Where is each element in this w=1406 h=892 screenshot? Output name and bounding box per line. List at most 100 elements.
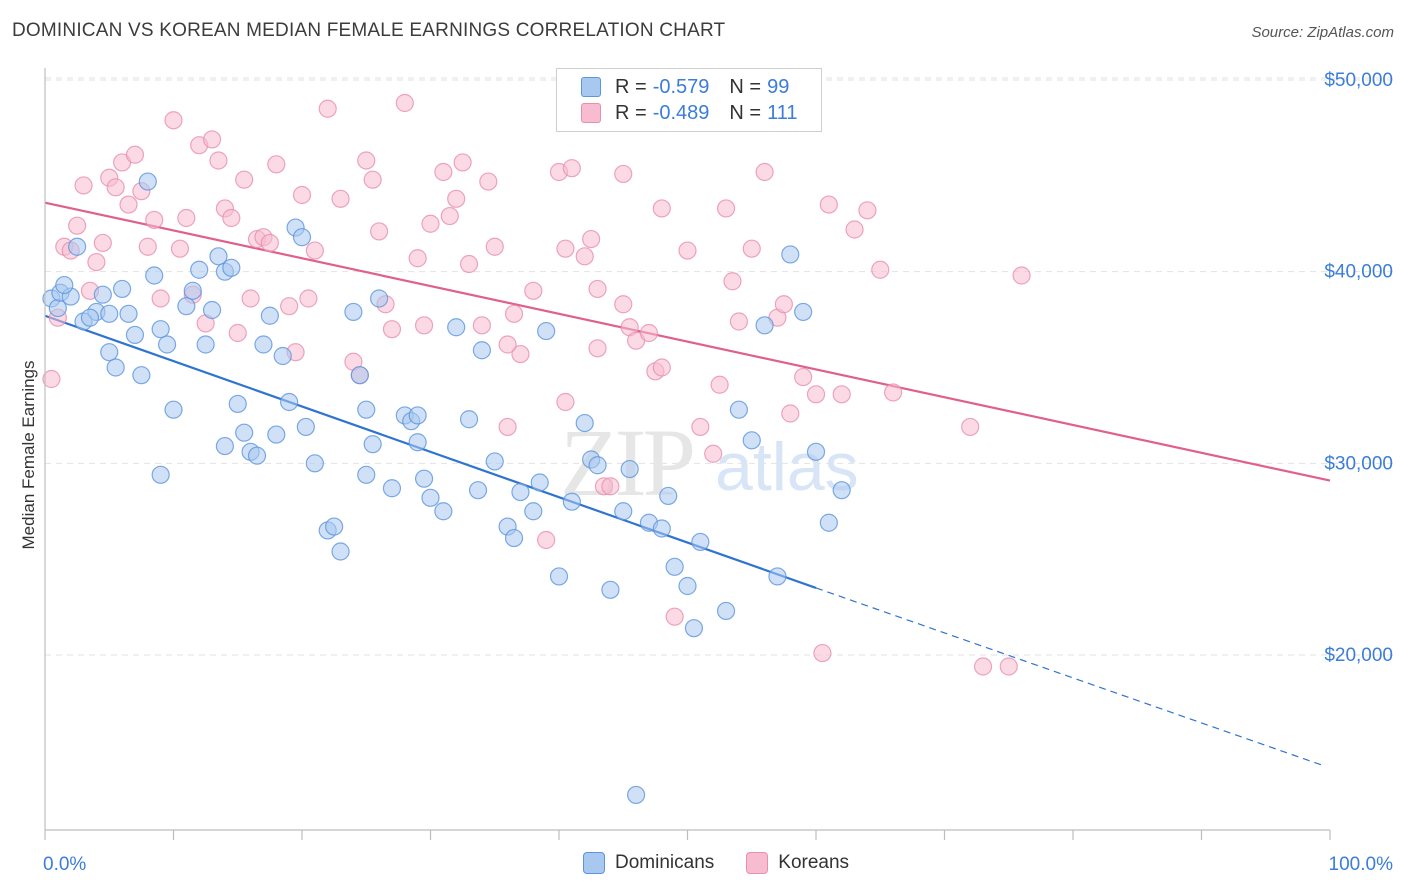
- dominican-point: [575, 413, 594, 433]
- dominican-point: [781, 245, 800, 264]
- dominican-point: [459, 410, 479, 429]
- legend-n-value: 99: [767, 75, 790, 98]
- dominican-point: [254, 335, 273, 354]
- legend-label-koreans: Koreans: [778, 852, 850, 873]
- dominican-point: [68, 237, 87, 256]
- korean-point: [421, 214, 440, 233]
- x-tick-label: 100.0%: [1329, 854, 1394, 875]
- dominican-point: [112, 279, 132, 299]
- legend-r-label: R =: [615, 101, 647, 124]
- korean-point: [125, 145, 145, 164]
- korean-point: [961, 417, 980, 437]
- korean-point: [331, 189, 350, 208]
- dominican-point: [524, 502, 543, 521]
- korean-point: [755, 162, 774, 182]
- legend-item-dominicans: Dominicans: [583, 852, 714, 874]
- chart-title: DOMINICAN VS KOREAN MEDIAN FEMALE EARNIN…: [12, 20, 726, 41]
- korean-point: [832, 385, 851, 404]
- legend-n-label: N =: [729, 75, 762, 98]
- korean-point: [999, 657, 1018, 676]
- korean-point: [280, 297, 299, 316]
- dominican-point: [421, 488, 440, 507]
- korean-point: [498, 335, 517, 354]
- dominican-point: [755, 316, 774, 335]
- dominican-point: [370, 289, 389, 308]
- korean-point: [145, 210, 164, 230]
- dominican-point: [93, 285, 112, 304]
- dominican-point: [614, 502, 633, 521]
- dominicans-trend-line: [44, 314, 817, 589]
- legend-swatch-dominicans: [581, 77, 601, 97]
- dominican-point: [292, 228, 312, 247]
- dominican-point: [273, 346, 292, 366]
- korean-point: [813, 643, 832, 663]
- korean-point: [119, 195, 138, 214]
- korean-point: [588, 279, 607, 299]
- legend-row-dominicans: R = -0.579 N = 99: [581, 75, 809, 99]
- dominican-point: [408, 433, 427, 452]
- dominican-point: [357, 465, 376, 484]
- y-tick-label: $40,000: [1324, 262, 1393, 283]
- dominican-point: [247, 446, 267, 465]
- dominican-point: [652, 519, 671, 538]
- dominican-point: [434, 502, 453, 521]
- dominican-point: [794, 302, 813, 322]
- dominican-point: [80, 308, 100, 327]
- korean-point: [318, 99, 337, 118]
- korean-point: [556, 392, 575, 412]
- korean-point: [652, 199, 671, 218]
- source-label: Source: ZipAtlas.com: [1251, 24, 1394, 41]
- korean-point: [472, 316, 491, 335]
- dominican-point: [472, 341, 491, 360]
- y-axis-label: Median Female Earnings: [19, 361, 38, 550]
- korean-point: [774, 295, 793, 314]
- korean-point: [235, 170, 254, 189]
- korean-point: [447, 189, 466, 208]
- dominican-point: [691, 532, 710, 552]
- dominican-point: [132, 366, 151, 385]
- data-points: [42, 93, 1031, 805]
- y-tick-label: $20,000: [1324, 645, 1393, 666]
- korean-point: [363, 170, 382, 189]
- korean-point: [729, 312, 749, 331]
- legend: R = -0.579 N = 99 R = -0.489 N = 111: [556, 68, 822, 132]
- dominican-point: [106, 358, 125, 377]
- dominican-point: [468, 481, 488, 500]
- dominican-point: [280, 392, 299, 412]
- korean-point: [370, 222, 389, 241]
- korean-point: [781, 404, 800, 423]
- dominican-point: [100, 343, 119, 362]
- korean-point: [260, 233, 279, 253]
- dominican-point: [408, 406, 427, 425]
- korean-point: [742, 239, 761, 258]
- legend-swatch-dominicans: [583, 852, 605, 874]
- dominican-point: [125, 325, 145, 345]
- korean-point: [537, 530, 556, 550]
- dominican-point: [601, 580, 620, 599]
- y-tick-label: $50,000: [1324, 70, 1393, 91]
- korean-point: [395, 93, 414, 113]
- korean-point: [414, 316, 434, 335]
- korean-point: [241, 289, 260, 308]
- dominican-point: [665, 557, 684, 576]
- dominican-point: [177, 297, 196, 316]
- korean-point: [845, 220, 864, 239]
- dominican-point: [562, 492, 581, 511]
- dominican-point: [138, 172, 157, 191]
- korean-point: [453, 153, 472, 172]
- korean-point: [524, 281, 543, 300]
- korean-point: [177, 208, 196, 228]
- dominican-point: [151, 320, 170, 339]
- legend-item-koreans: Koreans: [746, 852, 849, 874]
- korean-point: [209, 151, 228, 170]
- korean-point: [170, 239, 190, 258]
- dominican-point: [100, 304, 119, 323]
- bottom-legend: Dominicans Koreans: [583, 852, 881, 874]
- korean-point: [504, 304, 524, 323]
- dominican-point: [716, 601, 736, 621]
- korean-point: [665, 607, 684, 626]
- korean-point: [794, 367, 813, 387]
- dominican-point: [350, 366, 369, 385]
- koreans-trend-line: [44, 201, 1331, 482]
